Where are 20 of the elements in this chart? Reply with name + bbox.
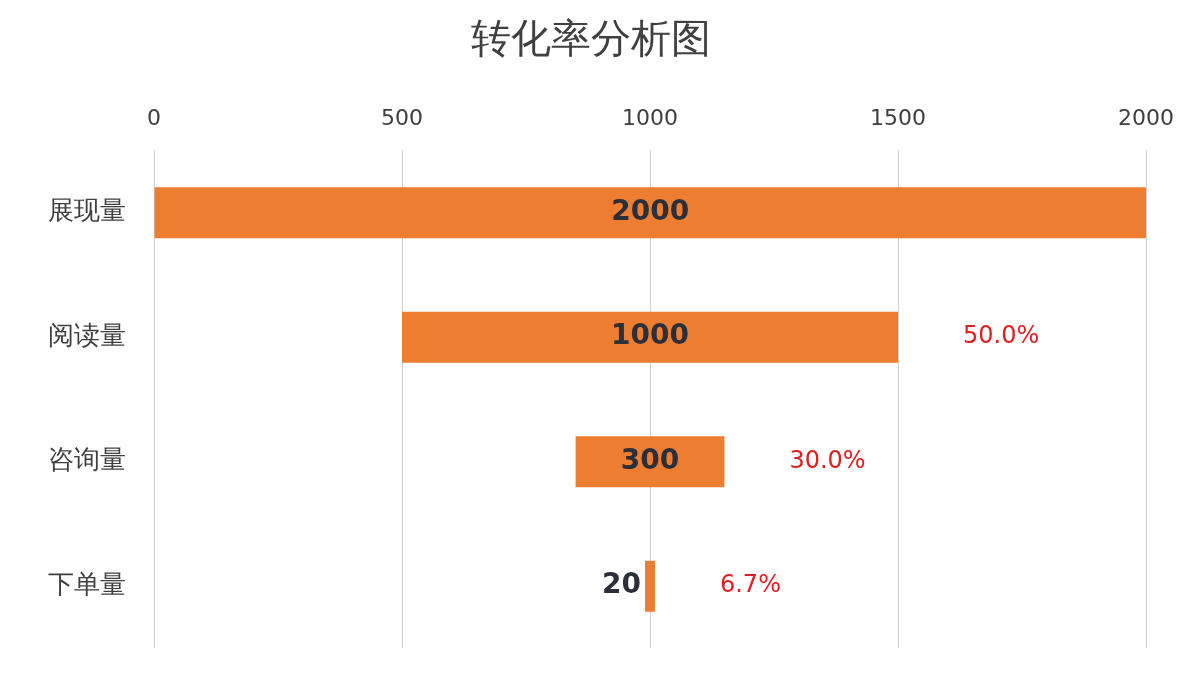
y-tick-label: 咨询量 [48, 444, 126, 475]
x-tick-label: 1000 [622, 104, 678, 130]
x-tick-label: 500 [381, 104, 423, 130]
y-tick-label: 阅读量 [48, 319, 126, 350]
data-label: 1000 [611, 318, 689, 352]
annotation: 50.0% [963, 321, 1040, 350]
y-tick-label: 展现量 [48, 195, 126, 226]
annotation: 30.0% [789, 445, 866, 474]
data-label: 20 [602, 567, 642, 601]
data-label: 300 [620, 442, 680, 476]
bar [402, 311, 898, 363]
x-tick-label: 1500 [870, 104, 926, 130]
y-tick-label: 下单量 [48, 568, 126, 599]
x-tick-label: 0 [147, 104, 161, 130]
chart-title: 转化率分析图 [471, 15, 711, 62]
annotation: 6.7% [719, 570, 781, 599]
bar [154, 187, 1147, 239]
x-tick-label: 2000 [1118, 104, 1175, 130]
bar [645, 560, 655, 612]
data-label: 2000 [611, 193, 690, 227]
